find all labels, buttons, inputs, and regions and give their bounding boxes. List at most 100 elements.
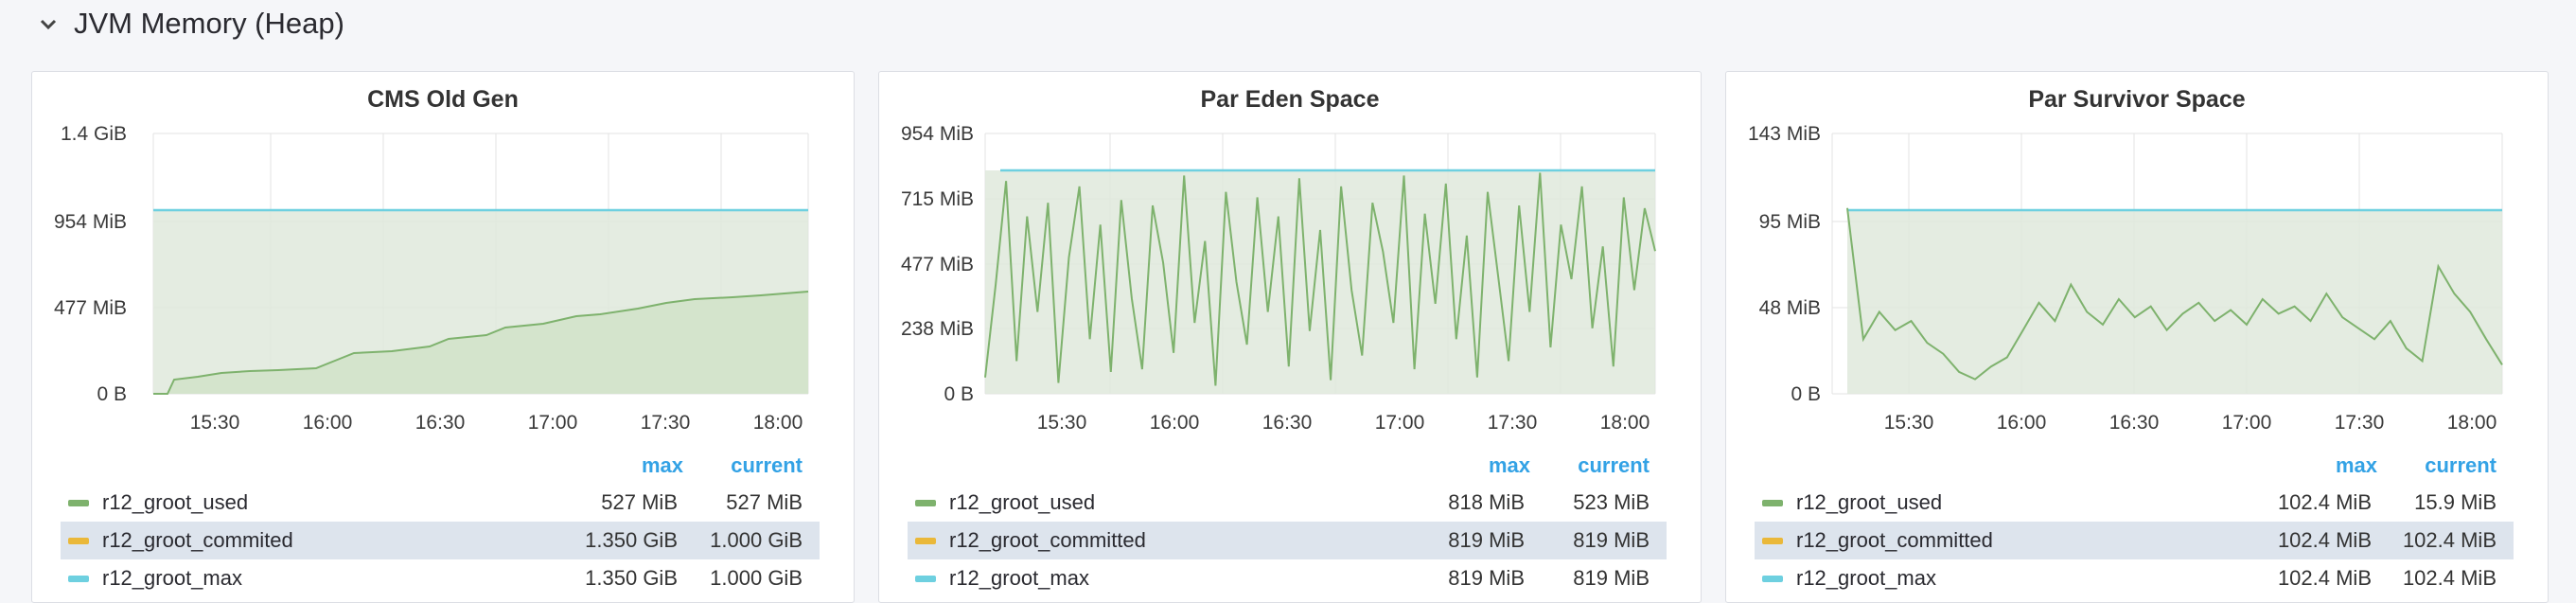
series-swatch[interactable] bbox=[1762, 575, 1783, 582]
legend-value-max: 102.4 MiB bbox=[2277, 566, 2372, 590]
x-tick: 17:00 bbox=[2222, 412, 2272, 434]
legend-series-name[interactable]: r12_groot_max bbox=[1796, 566, 1936, 590]
legend-item[interactable]: r12_groot_commited 1.350 GiB 1.000 GiB bbox=[61, 522, 820, 559]
legend-item[interactable]: r12_groot_committed 102.4 MiB 102.4 MiB bbox=[1755, 522, 2514, 559]
x-tick: 15:30 bbox=[1037, 412, 1087, 434]
legend-header-current[interactable]: current bbox=[1578, 453, 1650, 477]
legend-value-max: 1.350 GiB bbox=[585, 566, 678, 590]
x-tick: 15:30 bbox=[1884, 412, 1934, 434]
legend-item[interactable]: r12_groot_max 1.350 GiB 1.000 GiB bbox=[61, 559, 820, 597]
legend-value-max: 819 MiB bbox=[1448, 566, 1525, 590]
x-tick: 18:00 bbox=[1600, 412, 1650, 434]
legend-value-current: 102.4 MiB bbox=[2402, 566, 2497, 590]
legend-value-current: 527 MiB bbox=[726, 490, 803, 514]
legend-series-name[interactable]: r12_groot_commited bbox=[102, 528, 293, 552]
legend-value-max: 819 MiB bbox=[1448, 528, 1525, 552]
series-swatch[interactable] bbox=[915, 499, 936, 506]
legend-item[interactable]: r12_groot_used 102.4 MiB 15.9 MiB bbox=[1755, 484, 2514, 522]
legend: max current r12_groot_used 818 MiB 523 M… bbox=[908, 446, 1667, 597]
legend-series-name[interactable]: r12_groot_max bbox=[102, 566, 242, 590]
legend-header-max[interactable]: max bbox=[1488, 453, 1530, 477]
x-tick: 17:00 bbox=[528, 412, 578, 434]
legend-value-max: 1.350 GiB bbox=[585, 528, 678, 552]
legend-series-name[interactable]: r12_groot_committed bbox=[1796, 528, 1993, 552]
x-tick: 16:30 bbox=[2109, 412, 2160, 434]
legend-series-name[interactable]: r12_groot_used bbox=[102, 490, 249, 514]
panel-par-eden-space[interactable]: Par Eden Space 954 MiB 715 MiB 477 MiB 2… bbox=[878, 71, 1702, 603]
x-tick: 17:00 bbox=[1375, 412, 1425, 434]
legend-value-current: 819 MiB bbox=[1573, 566, 1650, 590]
legend-value-max: 102.4 MiB bbox=[2277, 490, 2372, 514]
legend-series-name[interactable]: r12_groot_used bbox=[949, 490, 1096, 514]
x-tick: 16:30 bbox=[1262, 412, 1313, 434]
panel-title: Par Eden Space bbox=[1200, 86, 1380, 113]
legend-value-max: 818 MiB bbox=[1448, 490, 1525, 514]
legend-header-max[interactable]: max bbox=[2335, 453, 2377, 477]
panel-par-survivor-space[interactable]: Par Survivor Space 143 MiB 95 MiB 48 MiB… bbox=[1725, 71, 2549, 603]
chevron-down-icon bbox=[40, 19, 57, 30]
x-tick: 15:30 bbox=[190, 412, 240, 434]
legend-item[interactable]: r12_groot_committed 819 MiB 819 MiB bbox=[908, 522, 1667, 559]
x-tick: 16:30 bbox=[415, 412, 466, 434]
legend-value-current: 15.9 MiB bbox=[2414, 490, 2497, 514]
y-tick: 238 MiB bbox=[901, 318, 974, 340]
y-tick: 954 MiB bbox=[901, 123, 974, 145]
series-swatch[interactable] bbox=[915, 575, 936, 582]
legend-header-current[interactable]: current bbox=[731, 453, 803, 477]
chart-par-survivor-space: 143 MiB 95 MiB 48 MiB 0 B 15:30 16:00 16… bbox=[1748, 123, 2503, 434]
legend-series-name[interactable]: r12_groot_max bbox=[949, 566, 1089, 590]
legend-series-name[interactable]: r12_groot_committed bbox=[949, 528, 1146, 552]
chart-par-eden-space: 954 MiB 715 MiB 477 MiB 238 MiB 0 B 15:3… bbox=[901, 123, 1656, 434]
y-tick: 143 MiB bbox=[1748, 123, 1821, 145]
legend-value-current: 523 MiB bbox=[1573, 490, 1650, 514]
y-tick: 0 B bbox=[1791, 383, 1821, 405]
legend-value-current: 819 MiB bbox=[1573, 528, 1650, 552]
y-tick: 0 B bbox=[97, 383, 127, 405]
legend-header-current[interactable]: current bbox=[2425, 453, 2497, 477]
panel-title: Par Survivor Space bbox=[2028, 86, 2246, 113]
x-tick: 17:30 bbox=[2335, 412, 2385, 434]
x-tick: 18:00 bbox=[2447, 412, 2497, 434]
y-tick: 477 MiB bbox=[901, 254, 974, 275]
series-swatch[interactable] bbox=[1762, 537, 1783, 544]
legend-header-max[interactable]: max bbox=[641, 453, 683, 477]
y-tick: 715 MiB bbox=[901, 188, 974, 210]
legend-series-name[interactable]: r12_groot_used bbox=[1796, 490, 1943, 514]
legend-value-max: 102.4 MiB bbox=[2277, 528, 2372, 552]
x-tick: 17:30 bbox=[1488, 412, 1538, 434]
row-header-jvm-memory[interactable]: JVM Memory (Heap) bbox=[38, 0, 344, 47]
series-swatch[interactable] bbox=[68, 499, 89, 506]
chart-cms-old-gen: 1.4 GiB 954 MiB 477 MiB 0 B 15:30 16:00 … bbox=[54, 123, 809, 434]
legend-item[interactable]: r12_groot_used 818 MiB 523 MiB bbox=[908, 484, 1667, 522]
panel-cms-old-gen[interactable]: CMS Old Gen 1.4 GiB 954 MiB 477 MiB 0 B … bbox=[31, 71, 855, 603]
series-swatch[interactable] bbox=[915, 537, 936, 544]
committed-area bbox=[985, 170, 1655, 394]
y-tick: 477 MiB bbox=[54, 297, 127, 319]
committed-area bbox=[1847, 210, 2502, 394]
legend-value-current: 102.4 MiB bbox=[2402, 528, 2497, 552]
legend-item[interactable]: r12_groot_max 102.4 MiB 102.4 MiB bbox=[1755, 559, 2514, 597]
y-tick: 0 B bbox=[944, 383, 974, 405]
legend: max current r12_groot_used 527 MiB 527 M… bbox=[61, 446, 820, 597]
series-swatch[interactable] bbox=[68, 575, 89, 582]
legend-value-max: 527 MiB bbox=[601, 490, 678, 514]
legend-value-current: 1.000 GiB bbox=[710, 528, 803, 552]
panel-title: CMS Old Gen bbox=[367, 86, 519, 113]
y-tick: 1.4 GiB bbox=[61, 123, 127, 145]
row-title: JVM Memory (Heap) bbox=[74, 7, 344, 40]
series-line-used bbox=[984, 172, 1656, 386]
series-line-used bbox=[153, 291, 809, 395]
legend-value-current: 1.000 GiB bbox=[710, 566, 803, 590]
y-tick: 954 MiB bbox=[54, 211, 127, 233]
series-swatch[interactable] bbox=[1762, 499, 1783, 506]
legend: max current r12_groot_used 102.4 MiB 15.… bbox=[1755, 446, 2514, 597]
legend-item[interactable]: r12_groot_used 527 MiB 527 MiB bbox=[61, 484, 820, 522]
x-tick: 16:00 bbox=[1997, 412, 2047, 434]
series-swatch[interactable] bbox=[68, 537, 89, 544]
legend-item[interactable]: r12_groot_max 819 MiB 819 MiB bbox=[908, 559, 1667, 597]
x-tick: 16:00 bbox=[303, 412, 353, 434]
x-tick: 16:00 bbox=[1150, 412, 1200, 434]
series-line-used bbox=[1846, 207, 2503, 381]
x-tick: 18:00 bbox=[753, 412, 803, 434]
y-tick: 48 MiB bbox=[1759, 297, 1821, 319]
